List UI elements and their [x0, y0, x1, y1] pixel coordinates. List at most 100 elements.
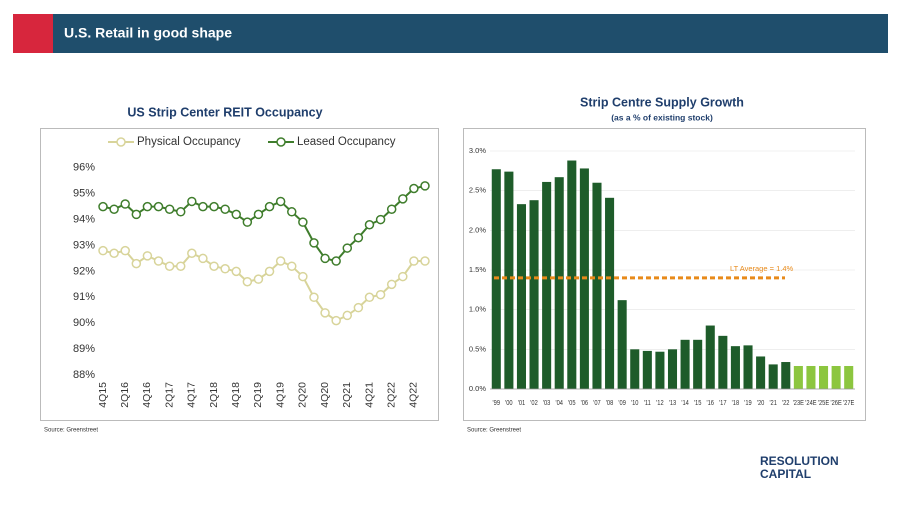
y-tick-label: 91%: [73, 291, 95, 303]
data-point: [98, 245, 108, 256]
data-point: [320, 253, 330, 264]
data-point: [142, 251, 153, 261]
bar: [680, 339, 690, 389]
header-title: U.S. Retail in good shape: [64, 25, 232, 41]
data-point: [264, 201, 275, 212]
logo-text: CAPITAL: [760, 467, 811, 481]
x-tick-label: 4Q22: [408, 382, 420, 408]
chart-title: US Strip Center REIT Occupancy: [127, 105, 322, 119]
bar: [617, 300, 627, 389]
data-point: [375, 214, 386, 225]
data-point: [175, 261, 186, 271]
y-tick-label: 90%: [73, 317, 95, 329]
data-point: [309, 292, 319, 303]
x-tick-label: '08: [606, 399, 614, 407]
y-tick-label: 89%: [73, 343, 95, 355]
bar: [793, 365, 803, 389]
x-tick-label: '21: [769, 399, 777, 407]
x-tick-label: '13: [669, 399, 677, 407]
data-point: [287, 261, 297, 271]
data-point: [153, 201, 164, 212]
x-tick-label: 4Q16: [141, 382, 153, 408]
y-tick-label: 0.0%: [469, 384, 486, 393]
reference-label: LT Average = 1.4%: [730, 264, 794, 273]
x-tick-label: '17: [719, 399, 727, 407]
x-tick-label: '16: [707, 399, 715, 407]
data-point: [275, 256, 286, 266]
x-tick-label: 4Q21: [363, 382, 375, 408]
y-tick-label: 2.0%: [469, 225, 486, 234]
data-point: [420, 181, 430, 191]
bar: [529, 200, 539, 389]
bar: [730, 346, 740, 389]
data-point: [309, 238, 319, 248]
bar: [542, 181, 552, 389]
series-line: [102, 249, 425, 322]
data-point: [287, 207, 297, 217]
data-point: [275, 196, 286, 207]
data-point: [353, 232, 364, 243]
chart-frame: [463, 128, 866, 421]
data-point: [253, 209, 264, 220]
legend-swatch: [116, 137, 126, 147]
x-tick-label: '99: [493, 399, 501, 407]
data-point: [164, 204, 175, 214]
y-tick-label: 0.5%: [469, 344, 486, 353]
data-point: [164, 261, 175, 271]
x-tick-label: '22: [782, 399, 790, 407]
x-tick-label: '26E: [830, 399, 841, 407]
data-point: [220, 264, 230, 274]
data-point: [342, 310, 353, 321]
bar: [567, 160, 577, 389]
y-tick-label: 1.5%: [469, 265, 486, 274]
data-point: [209, 261, 219, 271]
data-point: [109, 248, 119, 259]
x-tick-label: 4Q18: [230, 382, 242, 408]
x-tick-label: 4Q20: [319, 382, 331, 408]
bar: [718, 335, 728, 389]
y-tick-label: 1.0%: [469, 305, 486, 314]
data-point: [187, 196, 197, 207]
x-tick-label: '20: [757, 399, 765, 407]
x-tick-label: '04: [555, 399, 563, 407]
bar: [819, 365, 829, 389]
bar: [756, 356, 766, 389]
x-tick-label: 4Q19: [274, 382, 286, 408]
data-point: [342, 243, 353, 253]
data-point: [231, 209, 241, 220]
y-tick-label: 94%: [73, 213, 95, 225]
data-point: [398, 194, 408, 204]
bar: [592, 182, 602, 389]
bar: [630, 349, 640, 389]
bar: [554, 177, 564, 389]
data-point: [264, 266, 275, 277]
data-point: [231, 266, 241, 277]
data-point: [109, 204, 119, 214]
data-point: [298, 217, 308, 227]
x-tick-label: 2Q21: [341, 382, 353, 408]
data-point: [242, 276, 253, 287]
x-tick-label: '14: [681, 399, 689, 407]
x-tick-label: '06: [581, 399, 589, 407]
data-point: [398, 271, 408, 282]
data-point: [253, 274, 264, 284]
bar: [743, 345, 753, 389]
x-tick-label: 2Q18: [208, 382, 220, 408]
data-point: [364, 292, 375, 303]
y-tick-label: 88%: [73, 369, 95, 381]
header-accent: [13, 14, 53, 53]
data-point: [187, 248, 197, 259]
bar: [831, 365, 841, 389]
y-tick-label: 92%: [73, 265, 95, 277]
y-tick-label: 96%: [73, 162, 95, 174]
x-tick-label: '00: [505, 399, 513, 407]
bar: [655, 351, 665, 389]
legend-swatch: [276, 137, 286, 147]
data-point: [175, 207, 186, 217]
y-tick-label: 3.0%: [469, 146, 486, 155]
data-point: [120, 245, 130, 256]
y-tick-label: 93%: [73, 239, 95, 251]
x-tick-label: 2Q19: [252, 382, 264, 408]
chart-frame: [40, 128, 439, 421]
